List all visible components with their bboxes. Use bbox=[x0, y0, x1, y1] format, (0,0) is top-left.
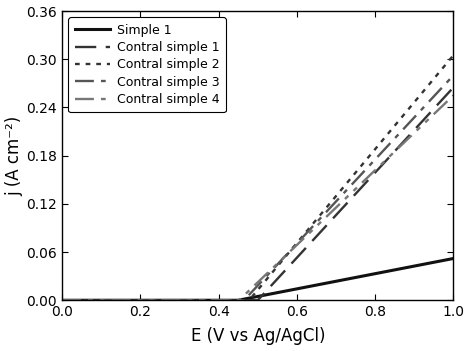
Contral simple 1 bbox=[188, 298, 194, 302]
Contral simple 2 bbox=[195, 298, 201, 302]
Contral simple 2 bbox=[395, 119, 401, 124]
Contral simple 1 bbox=[383, 159, 389, 163]
Simple 1 bbox=[451, 256, 456, 260]
Legend: Simple 1, Contral simple 1, Contral simple 2, Contral simple 3, Contral simple 4: Simple 1, Contral simple 1, Contral simp… bbox=[68, 17, 226, 112]
Line: Contral simple 3: Contral simple 3 bbox=[62, 75, 454, 300]
Contral simple 2 bbox=[380, 138, 386, 142]
Contral simple 4 bbox=[59, 298, 65, 302]
Contral simple 3 bbox=[275, 261, 281, 265]
Contral simple 1 bbox=[451, 85, 456, 90]
X-axis label: E (V vs Ag/AgCl): E (V vs Ag/AgCl) bbox=[190, 327, 325, 345]
Y-axis label: j (A cm⁻²): j (A cm⁻²) bbox=[6, 115, 24, 196]
Contral simple 3 bbox=[191, 298, 197, 302]
Contral simple 2 bbox=[182, 298, 188, 302]
Contral simple 4 bbox=[377, 164, 383, 168]
Simple 1 bbox=[376, 271, 382, 275]
Contral simple 1 bbox=[201, 298, 207, 302]
Contral simple 1 bbox=[59, 298, 65, 302]
Contral simple 1 bbox=[143, 298, 149, 302]
Contral simple 3 bbox=[378, 151, 384, 155]
Simple 1 bbox=[135, 298, 141, 302]
Contral simple 3 bbox=[179, 298, 185, 302]
Contral simple 3 bbox=[451, 73, 456, 78]
Contral simple 2 bbox=[451, 53, 456, 57]
Simple 1 bbox=[59, 298, 65, 302]
Line: Simple 1: Simple 1 bbox=[62, 258, 454, 300]
Contral simple 1 bbox=[398, 143, 403, 147]
Line: Contral simple 4: Contral simple 4 bbox=[62, 95, 454, 300]
Simple 1 bbox=[175, 298, 181, 302]
Contral simple 4 bbox=[392, 149, 398, 153]
Line: Contral simple 2: Contral simple 2 bbox=[62, 55, 454, 300]
Contral simple 2 bbox=[140, 298, 145, 302]
Contral simple 4 bbox=[135, 298, 141, 302]
Contral simple 3 bbox=[394, 134, 399, 138]
Contral simple 4 bbox=[451, 93, 456, 98]
Contral simple 4 bbox=[188, 298, 193, 302]
Contral simple 2 bbox=[280, 258, 285, 262]
Simple 1 bbox=[271, 291, 276, 296]
Contral simple 3 bbox=[137, 298, 143, 302]
Contral simple 3 bbox=[59, 298, 65, 302]
Line: Contral simple 1: Contral simple 1 bbox=[62, 87, 454, 300]
Contral simple 2 bbox=[59, 298, 65, 302]
Simple 1 bbox=[187, 298, 193, 302]
Simple 1 bbox=[392, 268, 398, 272]
Contral simple 4 bbox=[176, 298, 181, 302]
Contral simple 1 bbox=[287, 263, 293, 267]
Contral simple 4 bbox=[271, 265, 277, 269]
